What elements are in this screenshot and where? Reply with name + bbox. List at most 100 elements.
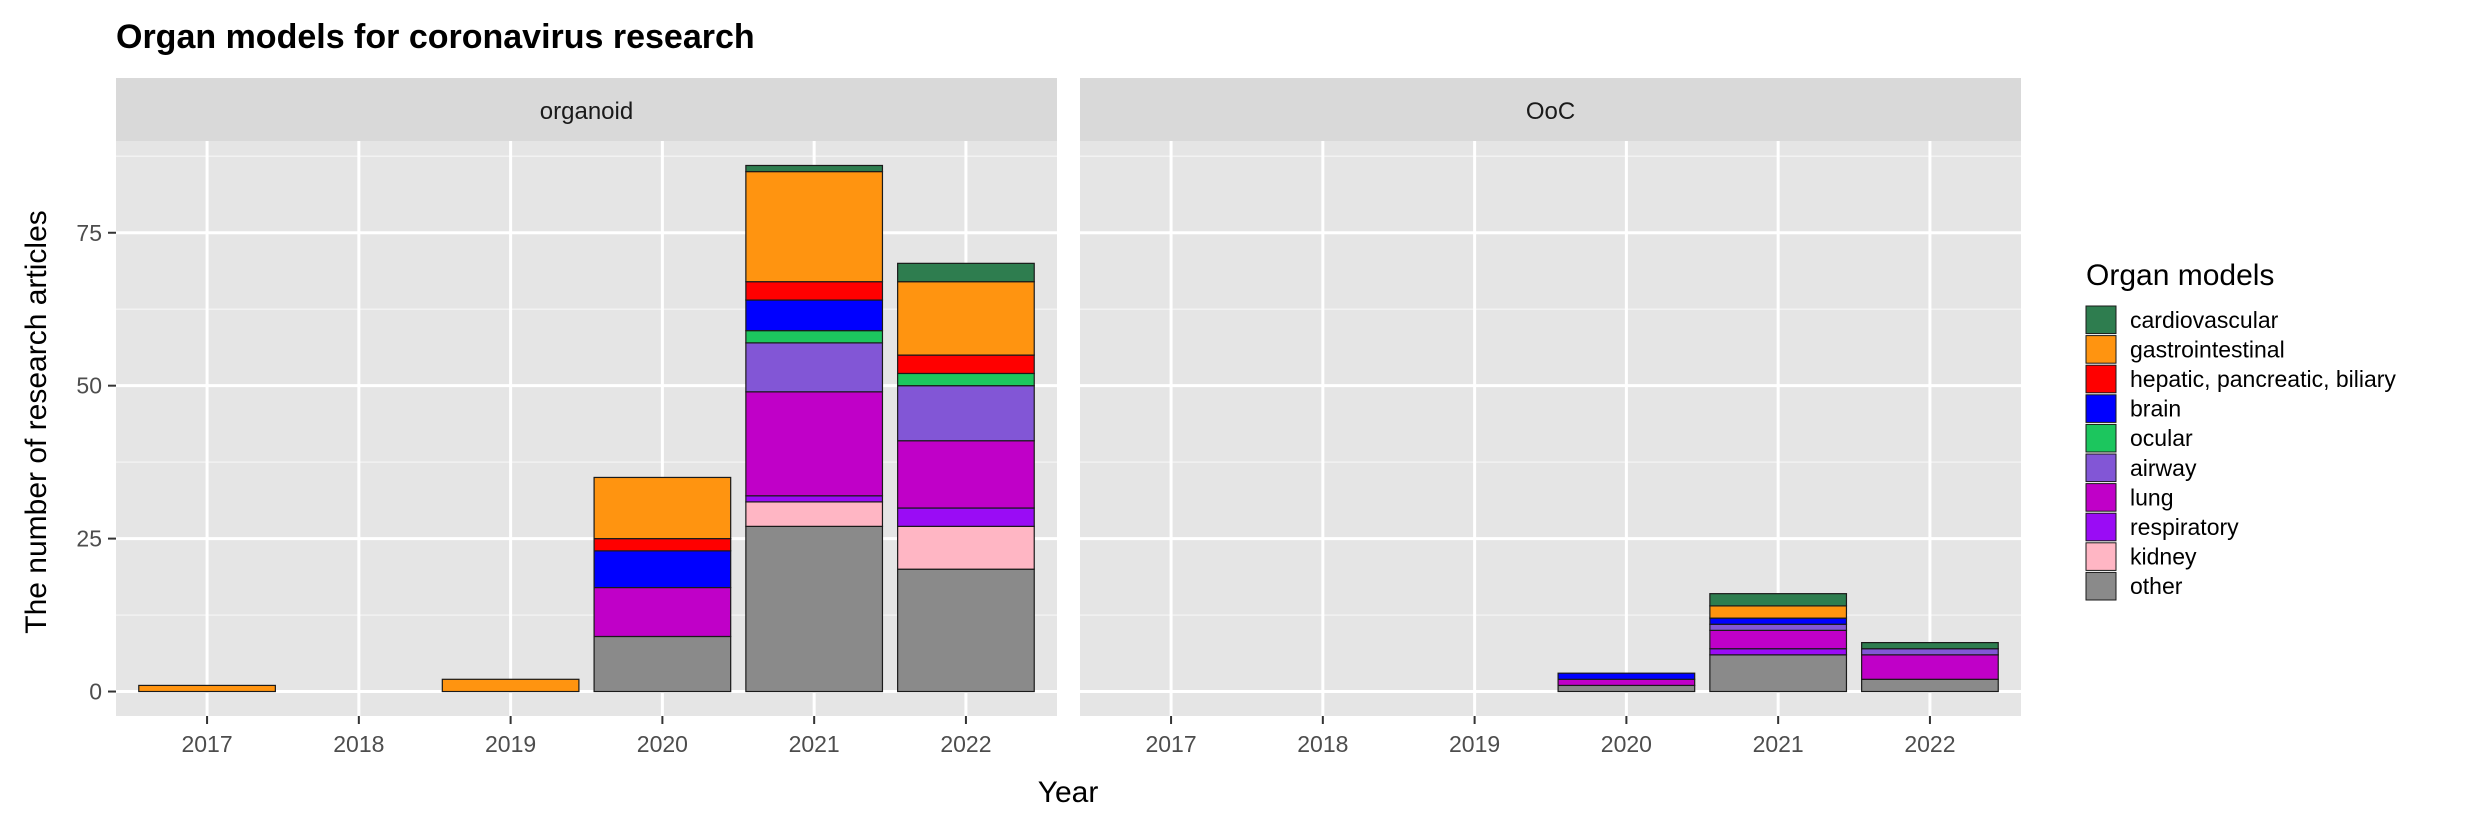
y-tick-label: 75: [76, 220, 102, 246]
bar-organoid-2019-gastrointestinal: [441, 678, 580, 693]
legend-item-airway: airway: [2085, 453, 2197, 483]
bar-ooc-2022-airway: [1861, 648, 1999, 656]
bar-organoid-2021-airway: [745, 342, 884, 393]
x-tick-label: 2019: [485, 731, 536, 757]
bar-ooc-2021-airway: [1709, 623, 1848, 631]
bar-organoid-2020-other: [593, 635, 732, 693]
bar-organoid-2022-gastrointestinal: [897, 281, 1035, 356]
bar-organoid-2021-brain: [745, 299, 884, 332]
x-tick-label: 2021: [789, 731, 840, 757]
bar-organoid-2021-lung: [745, 391, 884, 497]
legend-key: [2085, 394, 2117, 423]
bar-organoid-2022-hepatic-pancreatic-biliary: [897, 354, 1035, 375]
bar-organoid-2021-hepatic-pancreatic-biliary: [745, 281, 884, 301]
bar-organoid-2020-gastrointestinal: [593, 476, 732, 540]
bar-ooc-2020-other: [1557, 684, 1696, 693]
x-tick-label: 2018: [333, 731, 384, 757]
legend-key: [2085, 305, 2117, 335]
legend-item-brain: brain: [2085, 394, 2181, 423]
bar-organoid-2022-ocular: [897, 372, 1035, 387]
bar-organoid-2021-other: [745, 525, 884, 693]
x-tick-label: 2019: [1449, 731, 1500, 757]
bar-organoid-2022-lung: [897, 440, 1035, 509]
bar-organoid-2021-cardiovascular: [745, 164, 884, 173]
bar-organoid-2020-lung: [593, 586, 732, 638]
y-tick-label: 25: [76, 526, 102, 552]
legend-item-kidney: kidney: [2085, 542, 2197, 571]
bar-organoid-2021-kidney: [745, 501, 884, 527]
bar-organoid-2020-brain: [593, 550, 732, 589]
legend-label: brain: [2130, 396, 2181, 422]
legend-key: [2085, 453, 2117, 483]
bar-ooc-2021-respiratory: [1709, 648, 1848, 656]
legend-item-hepatic-pancreatic-biliary: hepatic, pancreatic, biliary: [2085, 364, 2396, 394]
legend-label: respiratory: [2130, 514, 2239, 540]
legend-item-other: other: [2085, 571, 2183, 601]
bar-ooc-2021-other: [1709, 654, 1848, 693]
legend-label: kidney: [2130, 544, 2197, 570]
bar-ooc-2022-cardiovascular: [1861, 641, 1999, 650]
panel-ooc: OoC 2017 2018 2019 2020 2021 2022: [1080, 78, 2021, 757]
bar-organoid-2021-respiratory: [745, 495, 884, 503]
legend-item-cardiovascular: cardiovascular: [2085, 305, 2279, 335]
y-tick-label: 50: [76, 373, 102, 399]
legend-label: lung: [2130, 484, 2173, 510]
legend-key: [2085, 364, 2117, 394]
legend-key: [2085, 423, 2117, 453]
bar-ooc-2020-lung: [1557, 678, 1696, 687]
bar-organoid-2021-ocular: [745, 330, 884, 344]
facet-panels: organoid 2017 2018 2019 2020 2021 2022 0 25 50 75 O…: [76, 78, 2021, 757]
legend-key: [2085, 483, 2117, 512]
bar-ooc-2021-cardiovascular: [1709, 593, 1848, 607]
x-tick-label: 2017: [1145, 731, 1196, 757]
bar-organoid-2017-gastrointestinal: [138, 684, 276, 693]
legend: Organ models cardiovascular gastrointestin…: [2085, 259, 2396, 601]
x-tick-label: 2020: [1601, 731, 1652, 757]
bar-organoid-2022-kidney: [897, 525, 1035, 570]
bar-organoid-2022-airway: [897, 385, 1035, 442]
x-tick-label: 2022: [1904, 731, 1955, 757]
legend-item-gastrointestinal: gastrointestinal: [2085, 335, 2285, 364]
y-axis-title: The number of research articles: [20, 210, 53, 634]
legend-label: ocular: [2130, 425, 2193, 451]
legend-item-lung: lung: [2085, 483, 2173, 512]
bar-ooc-2021-gastrointestinal: [1709, 605, 1848, 619]
bar-ooc-2021-lung: [1709, 629, 1848, 650]
legend-label: hepatic, pancreatic, biliary: [2130, 366, 2396, 392]
legend-item-respiratory: respiratory: [2085, 512, 2239, 542]
bar-organoid-2022-respiratory: [897, 507, 1035, 527]
legend-key: [2085, 571, 2117, 601]
legend-title: Organ models: [2086, 259, 2274, 292]
bar-ooc-2022-other: [1861, 678, 1999, 693]
bar-organoid-2022-cardiovascular: [897, 262, 1035, 283]
x-tick-label: 2018: [1297, 731, 1348, 757]
legend-key: [2085, 512, 2117, 542]
chart-title: Organ models for coronavirus research: [116, 18, 755, 56]
bar-ooc-2020-brain: [1557, 672, 1696, 680]
bar-organoid-2022-other: [897, 568, 1035, 693]
x-tick-label: 2017: [181, 731, 232, 757]
facet-label: organoid: [540, 98, 633, 125]
panel-organoid: organoid 2017 2018 2019 2020 2021 2022 0 25 50 75: [76, 78, 1057, 757]
bar-organoid-2021-gastrointestinal: [745, 170, 884, 283]
bar-organoid-2020-hepatic-pancreatic-biliary: [593, 538, 732, 552]
facet-strip: [1080, 78, 2021, 141]
legend-item-ocular: ocular: [2085, 423, 2193, 453]
legend-label: cardiovascular: [2130, 307, 2279, 333]
legend-label: other: [2130, 573, 2183, 599]
facet-strip: [116, 78, 1057, 141]
x-axis-title: Year: [1038, 776, 1099, 809]
bar-ooc-2021-brain: [1709, 617, 1848, 625]
legend-key: [2085, 335, 2117, 364]
facet-label: OoC: [1526, 98, 1575, 125]
x-tick-label: 2020: [637, 731, 688, 757]
legend-label: gastrointestinal: [2130, 336, 2285, 362]
y-tick-label: 0: [89, 679, 102, 705]
legend-key: [2085, 542, 2117, 571]
panel-background: [1080, 141, 2021, 716]
bar-ooc-2022-lung: [1861, 654, 1999, 680]
x-tick-label: 2022: [940, 731, 991, 757]
x-tick-label: 2021: [1753, 731, 1804, 757]
legend-label: airway: [2130, 455, 2197, 481]
